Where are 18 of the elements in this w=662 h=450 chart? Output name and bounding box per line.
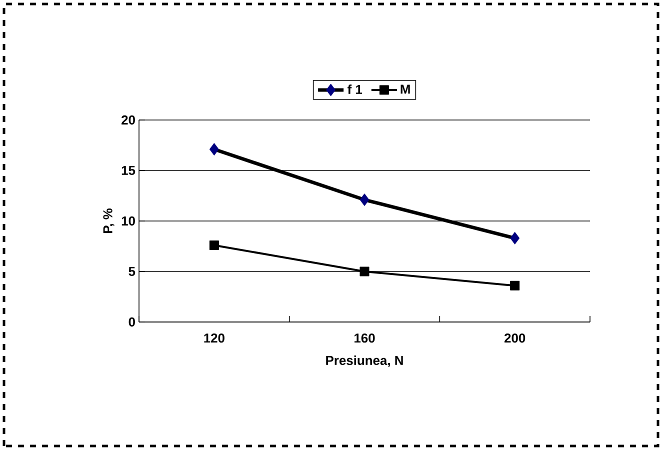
point xyxy=(510,280,520,290)
y-tick-label: 0 xyxy=(128,317,135,327)
y-axis-title: P, % xyxy=(103,208,114,233)
point xyxy=(209,240,219,250)
point xyxy=(360,266,370,276)
x-tick-label: 200 xyxy=(504,334,526,343)
point xyxy=(510,232,520,244)
legend-label: M xyxy=(400,84,410,94)
y-tick-label: 20 xyxy=(122,115,135,125)
y-tick-label: 15 xyxy=(122,166,136,176)
x-tick-label: 160 xyxy=(354,334,375,343)
x-tick-label: 120 xyxy=(204,334,224,343)
x-axis-title: Presiunea, N xyxy=(326,356,403,367)
legend-label: f 1 xyxy=(348,84,362,94)
y-tick-label: 5 xyxy=(128,266,136,276)
point xyxy=(360,194,370,206)
y-tick-label: 10 xyxy=(122,216,135,226)
point xyxy=(209,143,219,156)
